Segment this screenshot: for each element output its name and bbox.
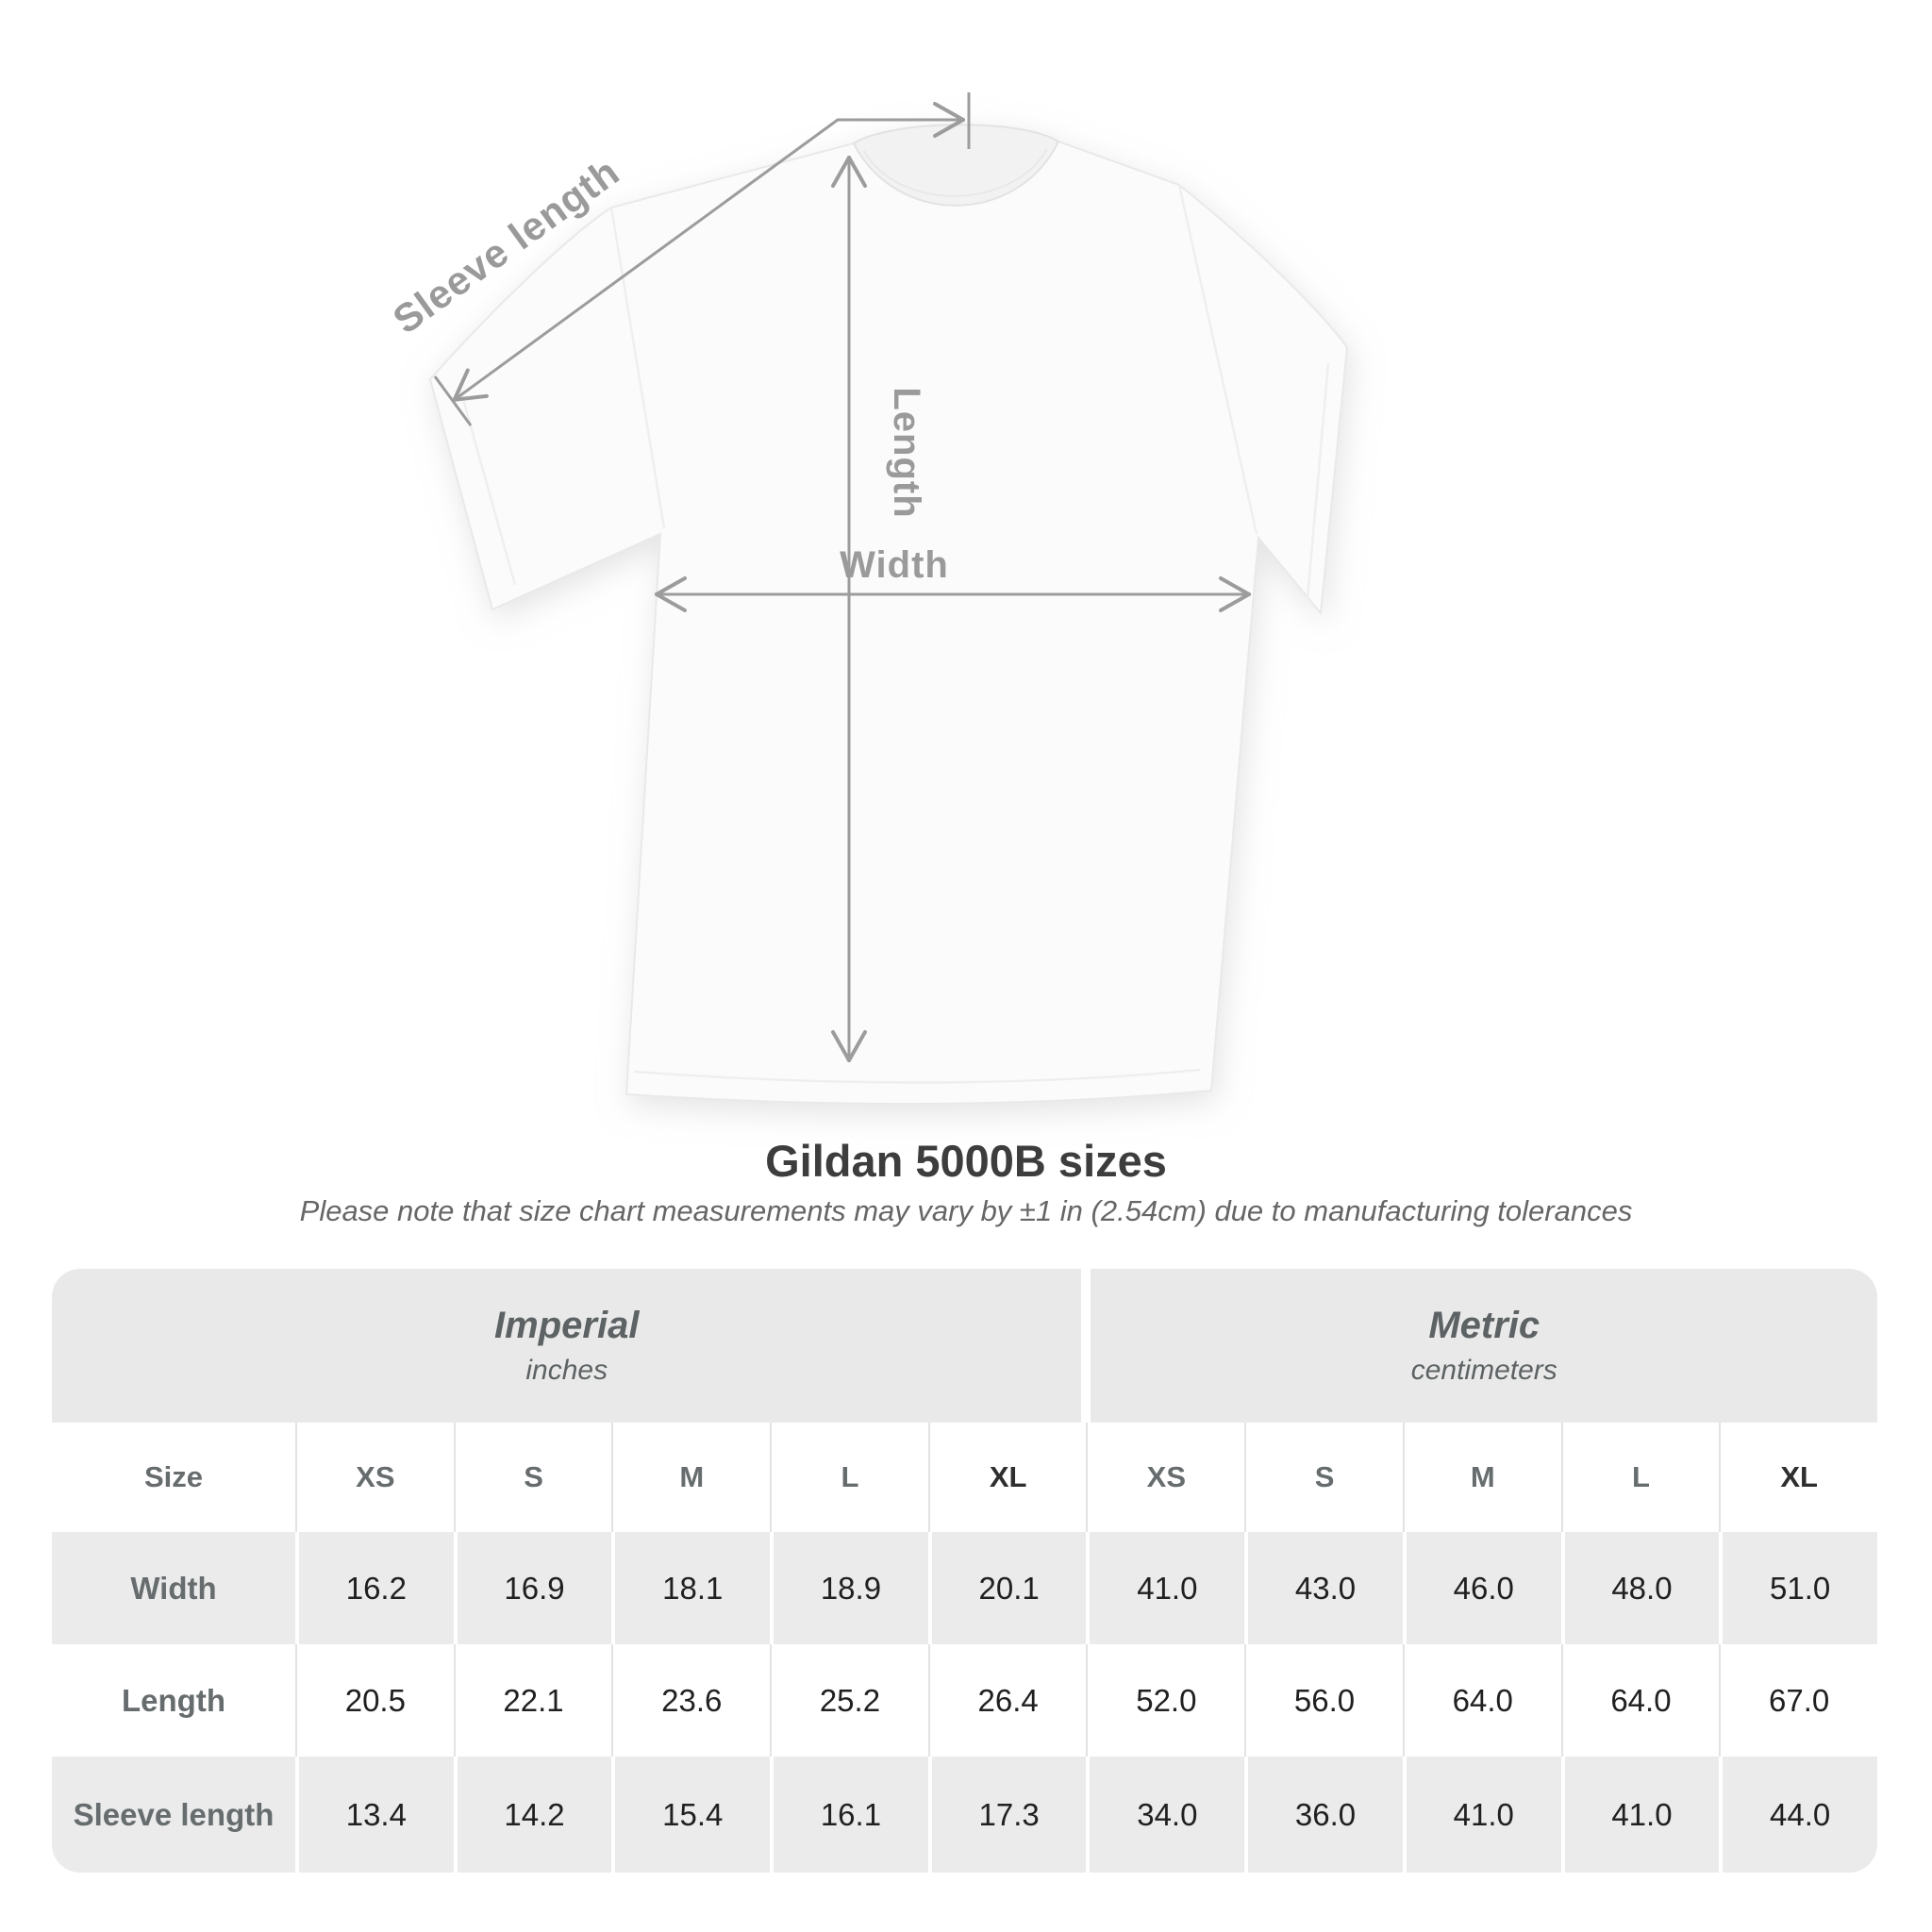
col-header-l-metric: L (1560, 1423, 1720, 1532)
metric-unit-header: Metric centimeters (1091, 1269, 1877, 1423)
metric-unit: centimeters (1410, 1355, 1557, 1386)
length-s-in: 22.1 (453, 1644, 612, 1757)
tshirt-shape (428, 124, 1349, 1106)
width-s-in: 16.9 (453, 1532, 612, 1644)
sleeve-xl-in: 17.3 (927, 1757, 1087, 1873)
width-m-cm: 46.0 (1402, 1532, 1561, 1644)
tolerance-note: Please note that size chart measurements… (299, 1194, 1633, 1227)
col-header-xl-imperial: XL (927, 1423, 1087, 1532)
imperial-unit-header: Imperial inches (52, 1269, 1082, 1423)
col-header-xs-metric: XS (1086, 1423, 1245, 1532)
sleeve-m-cm: 41.0 (1402, 1757, 1561, 1873)
tshirt-measurement-diagram: Sleeve length Length Width (385, 92, 1349, 1106)
sleeve-xs-in: 13.4 (295, 1757, 454, 1873)
width-xl-in: 20.1 (927, 1532, 1087, 1644)
length-l-in: 25.2 (770, 1644, 928, 1757)
width-xs-in: 16.2 (295, 1532, 454, 1644)
col-header-l-imperial: L (770, 1423, 928, 1532)
row-label-width: Width (52, 1532, 295, 1644)
length-xs-cm: 52.0 (1086, 1644, 1245, 1757)
sleeve-l-in: 16.1 (770, 1757, 928, 1873)
sleeve-m-in: 15.4 (611, 1757, 771, 1873)
col-header-m-imperial: M (611, 1423, 771, 1532)
sleeve-l-cm: 41.0 (1560, 1757, 1720, 1873)
size-table: Imperial inches Metric centimeters Size … (52, 1269, 1877, 1873)
row-label-sleeve-length: Sleeve length (52, 1757, 295, 1873)
length-s-cm: 56.0 (1244, 1644, 1403, 1757)
page-title: Gildan 5000B sizes (765, 1136, 1167, 1186)
sleeve-xl-cm: 44.0 (1719, 1757, 1877, 1873)
width-m-in: 18.1 (611, 1532, 771, 1644)
length-xl-in: 26.4 (927, 1644, 1087, 1757)
sleeve-xs-cm: 34.0 (1086, 1757, 1245, 1873)
width-label: Width (840, 544, 949, 586)
length-xs-in: 20.5 (295, 1644, 454, 1757)
length-xl-cm: 67.0 (1719, 1644, 1877, 1757)
width-xs-cm: 41.0 (1086, 1532, 1245, 1644)
length-l-cm: 64.0 (1560, 1644, 1720, 1757)
sleeve-s-cm: 36.0 (1244, 1757, 1403, 1873)
width-s-cm: 43.0 (1244, 1532, 1403, 1644)
length-label: Length (886, 387, 927, 518)
width-l-cm: 48.0 (1560, 1532, 1720, 1644)
width-dimension-line: Width (655, 544, 1251, 612)
width-l-in: 18.9 (770, 1532, 928, 1644)
width-xl-cm: 51.0 (1719, 1532, 1877, 1644)
size-col-header: Size (52, 1423, 295, 1532)
col-header-s-imperial: S (453, 1423, 612, 1532)
metric-label: Metric (1428, 1305, 1541, 1346)
length-m-in: 23.6 (611, 1644, 771, 1757)
sleeve-s-in: 14.2 (453, 1757, 612, 1873)
length-m-cm: 64.0 (1402, 1644, 1561, 1757)
row-label-length: Length (52, 1644, 295, 1757)
col-header-xs-imperial: XS (295, 1423, 454, 1532)
col-header-s-metric: S (1244, 1423, 1403, 1532)
col-header-xl-metric: XL (1719, 1423, 1877, 1532)
imperial-label: Imperial (494, 1305, 640, 1346)
imperial-unit: inches (525, 1355, 608, 1386)
col-header-m-metric: M (1402, 1423, 1561, 1532)
